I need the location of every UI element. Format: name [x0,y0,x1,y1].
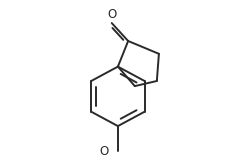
Text: O: O [107,8,116,21]
Text: O: O [99,145,109,158]
